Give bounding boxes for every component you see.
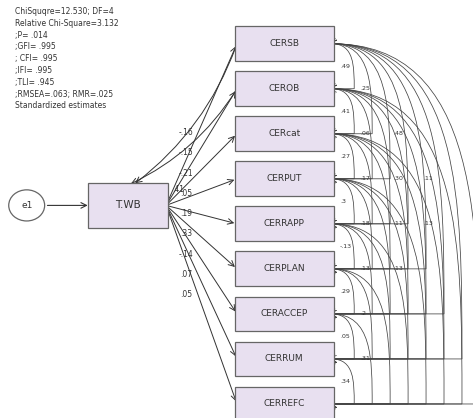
Text: .13: .13 — [360, 266, 370, 272]
Text: .05: .05 — [180, 189, 192, 198]
FancyBboxPatch shape — [235, 207, 334, 241]
FancyBboxPatch shape — [235, 26, 334, 61]
FancyBboxPatch shape — [235, 116, 334, 151]
Text: .41: .41 — [172, 184, 184, 194]
Text: e1: e1 — [21, 201, 32, 210]
Text: .3: .3 — [340, 199, 346, 204]
Text: .06: .06 — [360, 131, 370, 136]
FancyBboxPatch shape — [235, 387, 334, 419]
Text: -.15: -.15 — [179, 148, 193, 158]
Text: CERRUM: CERRUM — [265, 354, 303, 363]
Text: -.21: -.21 — [179, 169, 193, 178]
Text: .33: .33 — [180, 230, 192, 238]
FancyBboxPatch shape — [235, 297, 334, 331]
FancyBboxPatch shape — [235, 341, 334, 376]
Text: CERACCEP: CERACCEP — [261, 309, 308, 318]
FancyBboxPatch shape — [235, 251, 334, 286]
Text: T.WB: T.WB — [116, 200, 141, 210]
Text: -.14: -.14 — [179, 250, 193, 259]
Text: .07: .07 — [180, 270, 192, 279]
Text: ChiSquqre=12.530; DF=4
Relative Chi-Square=3.132
;P= .014
;GFI= .995
; CFI= .995: ChiSquqre=12.530; DF=4 Relative Chi-Squa… — [15, 7, 118, 110]
Text: CERPLAN: CERPLAN — [264, 264, 305, 273]
Text: .11: .11 — [424, 176, 433, 181]
Text: CERSB: CERSB — [269, 39, 299, 48]
Text: CERPUT: CERPUT — [266, 174, 302, 183]
Text: .13: .13 — [424, 221, 434, 226]
FancyBboxPatch shape — [88, 183, 168, 228]
Text: CERcat: CERcat — [268, 129, 301, 138]
Text: .31: .31 — [360, 357, 370, 362]
Text: .05: .05 — [340, 334, 350, 339]
Text: CERRAPP: CERRAPP — [264, 219, 305, 228]
Text: CEROB: CEROB — [269, 84, 300, 93]
Text: .30: .30 — [393, 176, 403, 181]
Text: .48: .48 — [393, 131, 403, 136]
Text: .27: .27 — [340, 154, 350, 159]
Circle shape — [9, 190, 45, 221]
Text: .11: .11 — [393, 221, 403, 226]
Text: .05: .05 — [180, 290, 192, 299]
Text: .49: .49 — [340, 64, 350, 69]
Text: .17: .17 — [360, 176, 370, 181]
FancyBboxPatch shape — [235, 71, 334, 106]
Text: .18: .18 — [360, 221, 370, 226]
Text: .25: .25 — [360, 86, 370, 91]
Text: .19: .19 — [180, 209, 192, 218]
FancyBboxPatch shape — [235, 161, 334, 196]
Text: .2: .2 — [360, 311, 366, 316]
Text: .29: .29 — [340, 289, 350, 294]
Text: -.13: -.13 — [340, 244, 352, 249]
Text: CERREFC: CERREFC — [264, 399, 305, 409]
Text: -.16: -.16 — [179, 128, 193, 137]
Text: .13: .13 — [393, 266, 403, 272]
Text: .41: .41 — [340, 109, 350, 114]
Text: .34: .34 — [340, 379, 350, 384]
